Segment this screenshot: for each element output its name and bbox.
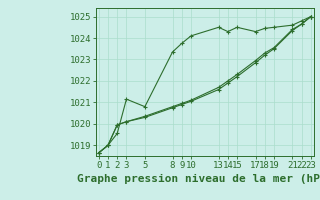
X-axis label: Graphe pression niveau de la mer (hPa): Graphe pression niveau de la mer (hPa) [76,174,320,184]
